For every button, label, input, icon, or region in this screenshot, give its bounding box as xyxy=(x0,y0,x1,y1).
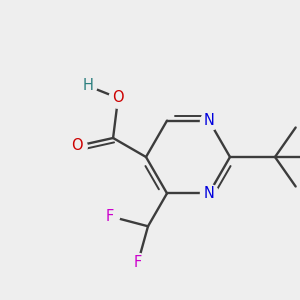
Text: N: N xyxy=(204,186,214,201)
Text: N: N xyxy=(204,113,214,128)
Text: O: O xyxy=(71,139,83,154)
Text: H: H xyxy=(83,79,94,94)
Text: O: O xyxy=(112,91,124,106)
Text: F: F xyxy=(106,209,114,224)
Text: F: F xyxy=(134,255,142,270)
